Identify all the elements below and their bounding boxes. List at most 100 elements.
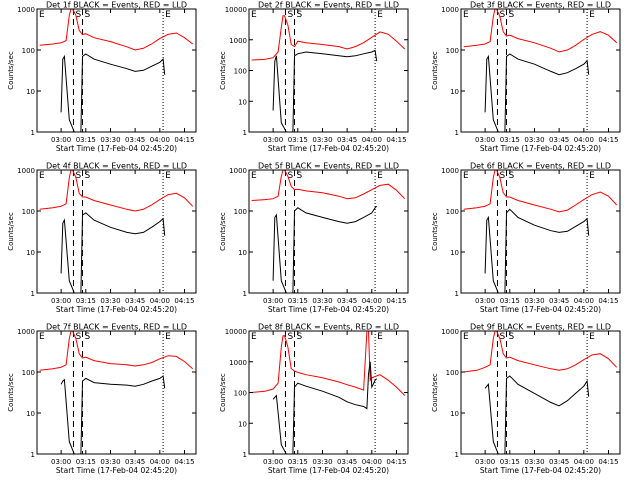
plot-frame — [460, 169, 621, 294]
y-tick-label: 10 — [238, 249, 247, 257]
marker-label: E — [377, 171, 383, 181]
marker-label: S — [85, 332, 91, 342]
plot-frame — [36, 169, 197, 294]
x-tick-label: 03:45 — [125, 297, 145, 305]
x-tick-label: 03:45 — [337, 297, 357, 305]
y-axis-label: Counts/sec — [431, 51, 439, 90]
marker-label: E — [377, 10, 383, 20]
series-line-events — [60, 212, 166, 293]
y-tick-label: 1000 — [17, 328, 35, 336]
y-tick-label: 10 — [450, 88, 459, 96]
marker-label: S — [509, 171, 515, 181]
plot-frame — [36, 8, 197, 133]
x-axis-label: Start Time (17-Feb-04 02:45:20) — [56, 144, 177, 153]
marker-label: S — [499, 171, 505, 181]
y-tick-label: 100 — [446, 369, 459, 377]
x-tick-label: 04:00 — [362, 458, 382, 466]
y-tick-label: 100 — [234, 208, 247, 216]
x-axis-label: Start Time (17-Feb-04 02:45:20) — [56, 466, 177, 475]
y-axis-label: Counts/sec — [219, 51, 227, 90]
y-tick-label: 1000 — [441, 167, 459, 175]
x-tick-label: 03:15 — [76, 458, 96, 466]
x-tick-label: 03:00 — [263, 136, 283, 144]
x-tick-label: 03:30 — [100, 297, 120, 305]
marker-label: E — [589, 171, 595, 181]
plot-frame — [248, 169, 409, 294]
marker-label: E — [39, 171, 45, 181]
x-tick-label: 03:15 — [288, 136, 308, 144]
x-tick-label: 04:00 — [362, 297, 382, 305]
x-tick-label: 03:15 — [288, 458, 308, 466]
x-tick-label: 04:00 — [574, 136, 594, 144]
x-tick-label: 03:45 — [337, 136, 357, 144]
y-axis-label: Counts/sec — [431, 373, 439, 412]
x-tick-label: 03:45 — [125, 136, 145, 144]
panel-title: Det 2f BLACK = Events, RED = LLD — [258, 1, 399, 10]
x-axis-label: Start Time (17-Feb-04 02:45:20) — [268, 144, 389, 153]
x-tick-label: 03:15 — [288, 297, 308, 305]
series-line-events — [272, 205, 378, 293]
x-tick-label: 04:00 — [574, 297, 594, 305]
x-axis-label: Start Time (17-Feb-04 02:45:20) — [480, 144, 601, 153]
marker-label: S — [75, 171, 81, 181]
plot-frame — [36, 330, 197, 455]
y-tick-label: 1 — [31, 290, 35, 298]
x-tick-label: 03:30 — [312, 136, 332, 144]
marker-label: E — [463, 332, 469, 342]
marker-label: S — [509, 10, 515, 20]
x-tick-label: 03:30 — [100, 458, 120, 466]
x-tick-label: 03:30 — [312, 458, 332, 466]
marker-label: S — [75, 332, 81, 342]
y-tick-label: 10 — [238, 98, 247, 106]
x-tick-label: 03:45 — [549, 297, 569, 305]
y-tick-label: 10000 — [225, 328, 247, 336]
x-tick-label: 03:15 — [500, 458, 520, 466]
x-tick-label: 03:45 — [337, 458, 357, 466]
x-tick-label: 03:00 — [51, 297, 71, 305]
series-line-lld — [251, 15, 406, 61]
series-line-lld — [251, 331, 406, 396]
x-tick-label: 04:15 — [174, 297, 194, 305]
y-tick-label: 1 — [31, 451, 35, 459]
panel-title: Det 7f BLACK = Events, RED = LLD — [46, 323, 187, 332]
x-tick-label: 03:15 — [500, 136, 520, 144]
marker-label: E — [251, 171, 257, 181]
y-axis-label: Counts/sec — [7, 51, 15, 90]
panel-title: Det 5f BLACK = Events, RED = LLD — [258, 162, 399, 171]
x-tick-label: 03:30 — [524, 297, 544, 305]
marker-label: S — [499, 332, 505, 342]
y-axis-label: Counts/sec — [7, 373, 15, 412]
y-tick-label: 10000 — [225, 6, 247, 14]
x-tick-label: 04:00 — [150, 458, 170, 466]
y-tick-label: 1000 — [229, 359, 247, 367]
y-tick-label: 1000 — [441, 6, 459, 14]
y-tick-label: 100 — [22, 208, 35, 216]
series-line-events — [484, 375, 590, 454]
y-tick-label: 1 — [243, 129, 247, 137]
panel-title: Det 4f BLACK = Events, RED = LLD — [46, 162, 187, 171]
panel-title: Det 8f BLACK = Events, RED = LLD — [258, 323, 399, 332]
marker-label: E — [165, 10, 171, 20]
marker-label: S — [287, 332, 293, 342]
y-tick-label: 100 — [22, 369, 35, 377]
marker-label: S — [297, 171, 303, 181]
x-tick-label: 04:15 — [598, 458, 618, 466]
marker-label: E — [377, 332, 383, 342]
plot-frame — [460, 8, 621, 133]
series-line-events — [60, 375, 166, 454]
x-axis-label: Start Time (17-Feb-04 02:45:20) — [56, 305, 177, 314]
marker-label: S — [297, 10, 303, 20]
x-tick-label: 04:00 — [574, 458, 594, 466]
x-tick-label: 03:45 — [125, 458, 145, 466]
plot-frame — [248, 330, 409, 455]
y-tick-label: 100 — [446, 208, 459, 216]
x-tick-label: 04:15 — [598, 297, 618, 305]
marker-label: E — [251, 10, 257, 20]
series-line-events — [272, 49, 378, 132]
series-line-events — [484, 53, 590, 132]
x-tick-label: 04:15 — [174, 136, 194, 144]
x-tick-label: 03:00 — [475, 458, 495, 466]
